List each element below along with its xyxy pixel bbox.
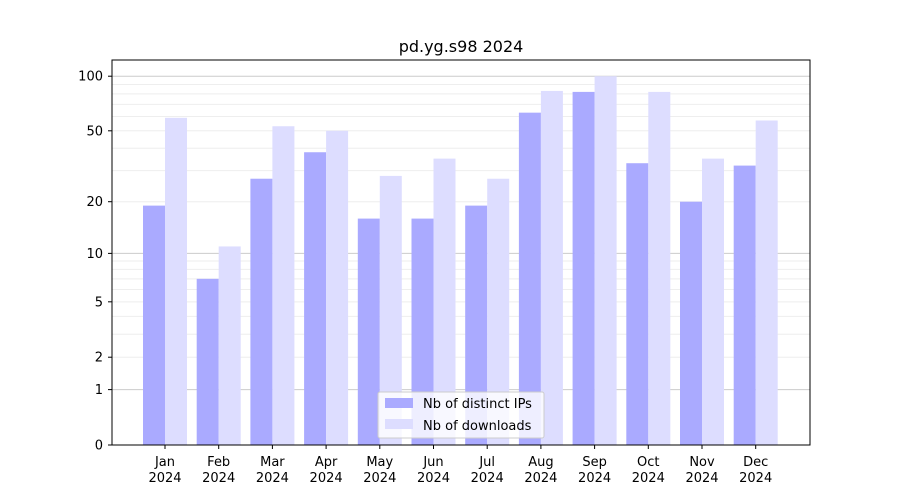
bar-ips [304,152,327,445]
bar-ips [465,205,488,445]
bar-ips [518,112,541,445]
bar-ips [572,91,595,445]
y-tick-label: 50 [86,124,103,139]
y-axis: 0 1 2 5 10 20 50 100 [78,70,112,454]
legend-label-ips: Nb of distinct IPs [423,397,532,412]
bar-downloads [755,120,778,446]
legend-swatch-downloads [385,419,413,429]
bar-downloads [433,158,456,446]
y-tick-label: 0 [95,439,103,454]
bar-ips [411,218,434,445]
x-tick-label: Jul [478,455,495,470]
x-tick-label: Jun [422,455,443,470]
y-tick-label: 1 [95,383,103,398]
x-tick-label: Jan [154,455,175,470]
legend-box [377,391,545,439]
x-tick-label: 2024 [524,471,557,486]
bar-ips [196,278,219,445]
x-tick-label: 2024 [632,471,665,486]
y-tick-label: 20 [86,195,103,210]
x-tick-label: 2024 [256,471,289,486]
x-tick-label: Nov [689,455,715,470]
bar-ips [680,201,702,445]
bar-downloads [702,158,724,446]
bar-downloads [648,91,671,445]
x-tick-label: 2024 [310,471,343,486]
chart-title: pd.yg.s98 2024 [399,37,524,56]
x-tick-label: 2024 [739,471,772,486]
bars [143,76,778,446]
bar-downloads [165,117,187,446]
x-axis: Jan2024Feb2024Mar2024Apr2024May2024Jun20… [148,445,772,486]
legend-swatch-ips [385,398,413,408]
bar-downloads [218,246,241,445]
bar-downloads [326,130,349,446]
legend-label-downloads: Nb of downloads [423,419,532,434]
x-tick-label: Sep [582,455,607,470]
plot-frame [111,59,811,446]
x-tick-label: 2024 [417,471,450,486]
bar-ips [357,218,380,445]
bar-ips [733,165,756,445]
bar-ips [143,205,165,445]
y-tick-label: 5 [95,295,103,310]
x-tick-label: Feb [207,455,230,470]
x-tick-label: Dec [743,455,768,470]
bar-downloads [379,175,402,445]
x-tick-label: Aug [528,455,553,470]
bar-downloads [272,126,295,445]
bar-downloads [540,90,563,445]
x-tick-label: May [366,455,393,470]
x-tick-label: 2024 [471,471,504,486]
x-tick-label: 2024 [685,471,718,486]
x-tick-label: Apr [315,455,338,470]
x-tick-label: 2024 [148,471,181,486]
bar-ips [250,178,273,446]
bar-downloads [594,76,617,445]
y-tick-label: 2 [95,351,103,366]
bar-downloads [487,178,510,446]
x-tick-label: Oct [637,455,659,470]
y-tick-label: 10 [86,247,103,262]
x-tick-label: 2024 [202,471,235,486]
legend: Nb of distinct IPs Nb of downloads [377,391,545,439]
x-tick-label: Mar [260,455,285,470]
x-tick-label: 2024 [578,471,611,486]
x-tick-label: 2024 [363,471,396,486]
bar-ips [626,163,649,445]
y-tick-label: 100 [78,70,103,85]
